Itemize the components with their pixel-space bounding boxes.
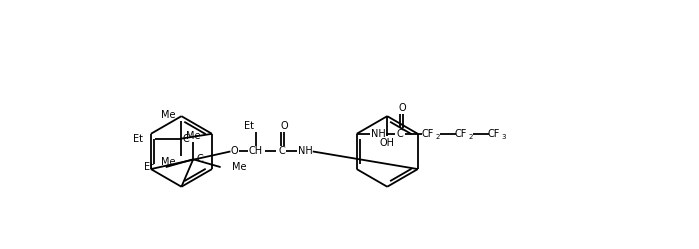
Text: Et: Et — [144, 162, 154, 172]
Text: C: C — [278, 146, 284, 156]
Text: O: O — [280, 121, 288, 131]
Text: NH: NH — [371, 129, 386, 139]
Text: CF: CF — [454, 129, 467, 139]
Text: 2: 2 — [468, 134, 473, 140]
Text: Me: Me — [161, 110, 175, 120]
Text: C: C — [182, 134, 189, 144]
Text: Me: Me — [161, 157, 175, 167]
Text: O: O — [231, 146, 238, 156]
Text: CF: CF — [421, 129, 433, 139]
Text: O: O — [399, 103, 407, 113]
Text: C: C — [396, 129, 403, 139]
Text: C: C — [196, 154, 203, 164]
Text: 3: 3 — [502, 134, 506, 140]
Text: Me: Me — [232, 162, 247, 172]
Text: CF: CF — [488, 129, 500, 139]
Text: Et: Et — [134, 134, 143, 144]
Text: 2: 2 — [435, 134, 440, 140]
Text: Et: Et — [244, 121, 254, 131]
Text: NH: NH — [298, 146, 312, 156]
Text: CH: CH — [249, 146, 263, 156]
Text: Me: Me — [186, 131, 201, 141]
Text: OH: OH — [380, 138, 395, 148]
